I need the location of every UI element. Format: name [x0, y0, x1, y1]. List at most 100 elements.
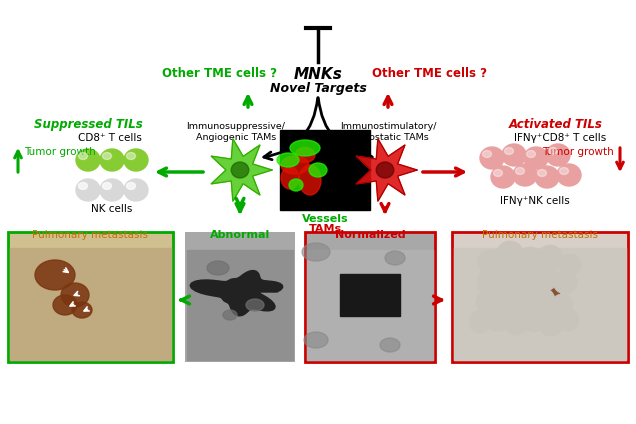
Ellipse shape [537, 245, 563, 271]
Ellipse shape [508, 289, 536, 317]
Ellipse shape [496, 264, 520, 288]
Bar [8, 232, 173, 362]
Text: Suppressed TILs: Suppressed TILs [34, 118, 142, 131]
Text: IFNγ⁺NK cells: IFNγ⁺NK cells [500, 196, 570, 206]
Ellipse shape [127, 153, 135, 159]
Text: Vessels: Vessels [301, 214, 349, 224]
Polygon shape [340, 273, 399, 316]
Ellipse shape [548, 148, 558, 154]
Text: CD8⁺ T cells: CD8⁺ T cells [78, 133, 142, 143]
Text: NK cells: NK cells [92, 204, 133, 214]
Text: TAMs: TAMs [308, 224, 342, 234]
Text: Immunostimulatory/
Angiostatic TAMs: Immunostimulatory/ Angiostatic TAMs [340, 122, 436, 142]
Text: Other TME cells ?: Other TME cells ? [163, 67, 277, 80]
Ellipse shape [480, 147, 504, 169]
Ellipse shape [551, 294, 573, 316]
Ellipse shape [483, 151, 492, 157]
Ellipse shape [485, 305, 511, 331]
Text: Tumor growth: Tumor growth [24, 147, 96, 157]
Ellipse shape [295, 148, 315, 162]
Ellipse shape [535, 166, 559, 188]
Ellipse shape [246, 299, 264, 311]
Ellipse shape [302, 243, 330, 261]
Ellipse shape [277, 153, 299, 167]
Bar [280, 130, 370, 210]
Ellipse shape [289, 179, 303, 191]
Ellipse shape [494, 170, 502, 176]
Ellipse shape [560, 167, 569, 175]
Bar [307, 250, 433, 360]
Ellipse shape [100, 149, 124, 171]
Ellipse shape [102, 153, 111, 159]
Ellipse shape [503, 309, 529, 335]
Ellipse shape [557, 164, 581, 186]
Text: Tumor growth: Tumor growth [543, 147, 614, 157]
Ellipse shape [469, 311, 491, 333]
Ellipse shape [511, 266, 539, 294]
Ellipse shape [207, 261, 229, 275]
Ellipse shape [478, 250, 502, 274]
Ellipse shape [496, 241, 524, 269]
Bar [452, 232, 628, 362]
Ellipse shape [492, 285, 518, 311]
Polygon shape [190, 271, 282, 316]
Ellipse shape [124, 179, 148, 201]
Ellipse shape [78, 182, 88, 190]
Ellipse shape [124, 149, 148, 171]
Ellipse shape [546, 144, 570, 166]
Ellipse shape [127, 182, 135, 190]
Ellipse shape [553, 270, 577, 294]
Ellipse shape [281, 167, 299, 189]
Ellipse shape [76, 179, 100, 201]
Ellipse shape [223, 310, 237, 320]
Ellipse shape [513, 164, 537, 186]
Ellipse shape [299, 165, 321, 195]
Ellipse shape [380, 338, 400, 352]
Ellipse shape [304, 332, 328, 348]
Ellipse shape [549, 287, 561, 297]
Ellipse shape [524, 147, 548, 169]
Ellipse shape [35, 260, 75, 290]
Ellipse shape [290, 140, 320, 156]
Ellipse shape [100, 179, 124, 201]
Text: IFNγ⁺CD8⁺ T cells: IFNγ⁺CD8⁺ T cells [514, 133, 606, 143]
Ellipse shape [102, 182, 111, 190]
Ellipse shape [61, 283, 89, 307]
Bar [187, 250, 293, 360]
Ellipse shape [377, 162, 394, 178]
Ellipse shape [557, 309, 579, 331]
Polygon shape [211, 139, 272, 201]
Text: Activated TILs: Activated TILs [509, 118, 603, 131]
Ellipse shape [537, 170, 546, 176]
Ellipse shape [78, 153, 88, 159]
Ellipse shape [476, 290, 500, 314]
Text: Normalized: Normalized [335, 230, 405, 240]
Ellipse shape [538, 310, 564, 336]
Bar [305, 232, 435, 362]
Ellipse shape [517, 247, 543, 273]
Ellipse shape [385, 251, 405, 265]
Text: Pulmonary metastasis: Pulmonary metastasis [482, 230, 598, 240]
Bar [185, 232, 295, 362]
Text: Pulmonary metastasis: Pulmonary metastasis [32, 230, 148, 240]
Ellipse shape [532, 265, 558, 291]
Ellipse shape [76, 149, 100, 171]
Text: Immunosuppressive/
Angiogenic TAMs: Immunosuppressive/ Angiogenic TAMs [186, 122, 286, 142]
Ellipse shape [53, 295, 77, 315]
Ellipse shape [502, 144, 526, 166]
Bar [10, 248, 171, 360]
Ellipse shape [527, 151, 536, 157]
Text: Abnormal: Abnormal [210, 230, 270, 240]
Bar [454, 248, 626, 360]
Ellipse shape [232, 162, 249, 178]
Ellipse shape [72, 302, 92, 318]
Ellipse shape [504, 148, 513, 154]
Ellipse shape [531, 288, 555, 312]
Ellipse shape [516, 167, 525, 175]
Ellipse shape [281, 156, 309, 174]
Ellipse shape [491, 166, 515, 188]
Ellipse shape [559, 254, 581, 276]
Ellipse shape [309, 163, 327, 177]
Text: Novel Targets: Novel Targets [270, 82, 366, 95]
Text: MNKs: MNKs [294, 67, 342, 82]
